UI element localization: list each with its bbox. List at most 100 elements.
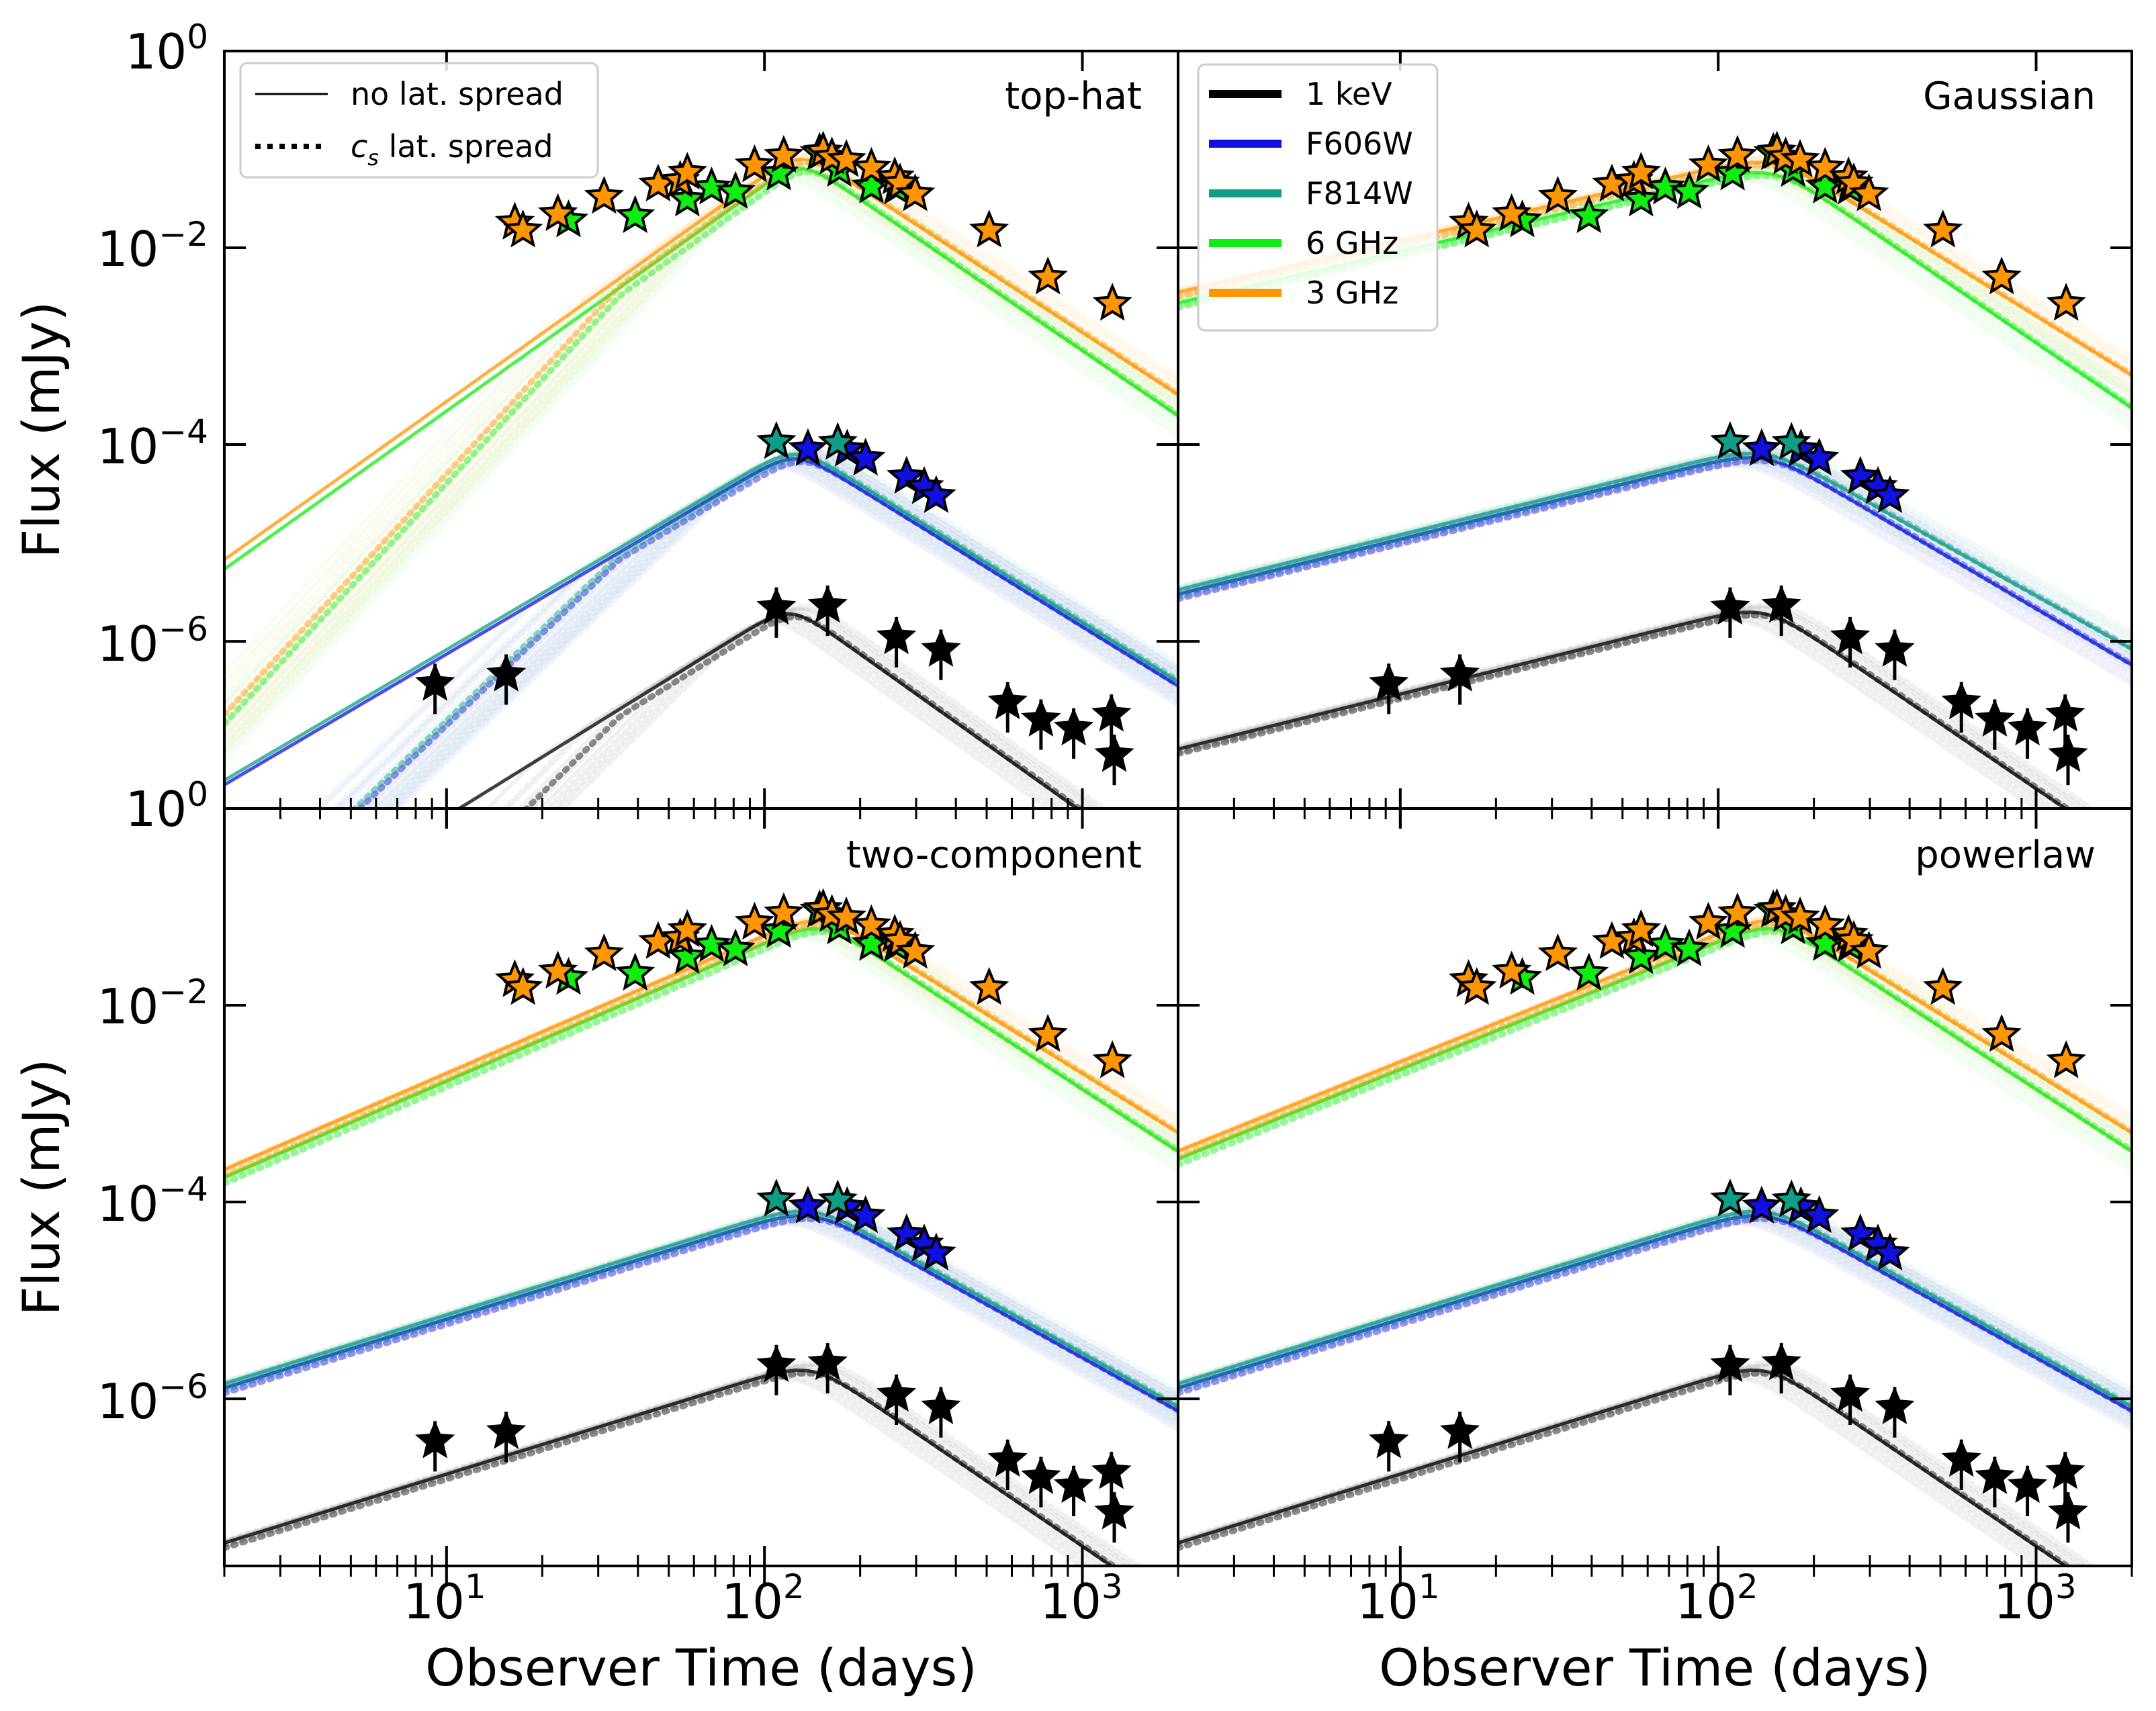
model-dotted-f814w bbox=[351, 454, 1178, 808]
data-star-3ghz bbox=[1621, 909, 1662, 947]
data-star-1kev bbox=[1094, 1491, 1134, 1530]
x-tick-label: 102 bbox=[1675, 1567, 1758, 1630]
model-sample-3ghz bbox=[224, 152, 1178, 746]
model-sample-1kev bbox=[553, 606, 1099, 808]
data-star-1kev bbox=[1053, 1465, 1094, 1504]
model-sample-6ghz bbox=[224, 171, 1178, 705]
data-star-3ghz bbox=[1923, 966, 1963, 1005]
model-line-1kev bbox=[224, 1369, 1115, 1566]
data-star-1kev bbox=[807, 584, 848, 623]
y-tick-label: 10−4 bbox=[97, 412, 208, 475]
legend-entry-cs-lat-spread: cs lat. spread bbox=[351, 128, 553, 171]
model-sample-f814w bbox=[1178, 446, 2132, 640]
data-star-6ghz bbox=[1645, 923, 1686, 962]
data-star-1kev bbox=[1941, 1438, 1981, 1477]
data-star-f814w bbox=[1771, 1179, 1811, 1217]
data-star-3ghz bbox=[537, 193, 578, 232]
model-dotted-1kev bbox=[522, 614, 1085, 808]
data-star-3ghz bbox=[1028, 256, 1068, 295]
model-dotted-3ghz bbox=[224, 159, 1178, 718]
model-line-6ghz bbox=[1178, 927, 2132, 1161]
data-star-3ghz bbox=[1621, 151, 1662, 190]
model-sample-1kev bbox=[224, 1360, 1144, 1566]
model-dotted-6ghz bbox=[224, 169, 1178, 727]
model-sample-f814w bbox=[1178, 1213, 2132, 1423]
model-sample-3ghz bbox=[224, 165, 1178, 676]
data-star-3ghz bbox=[1092, 1040, 1132, 1078]
y-axis-label-top: Flux (mJy) bbox=[11, 302, 71, 559]
model-sample-f606w bbox=[377, 452, 1178, 808]
panel-two-component bbox=[224, 888, 1178, 1566]
data-star-3ghz bbox=[1537, 175, 1578, 214]
data-star-1kev bbox=[1439, 653, 1480, 692]
data-star-3ghz bbox=[503, 966, 543, 1005]
model-line-f606w bbox=[1178, 456, 2132, 667]
model-dotted-f606w bbox=[355, 459, 1178, 808]
model-line-3ghz bbox=[224, 157, 1178, 561]
model-sample-f814w bbox=[224, 1217, 1178, 1427]
data-star-6ghz bbox=[1621, 935, 1662, 974]
model-dotted-f606w bbox=[224, 1215, 1178, 1414]
data-star-f814w bbox=[1710, 421, 1750, 459]
data-star-f814w bbox=[817, 422, 858, 460]
model-sample-1kev bbox=[557, 603, 1109, 808]
data-star-f814w bbox=[756, 1178, 797, 1217]
y-tick-label: 100 bbox=[126, 775, 208, 837]
data-star-1kev bbox=[1830, 616, 1871, 655]
model-line-1kev bbox=[1178, 1369, 2069, 1566]
data-star-1kev bbox=[486, 653, 527, 692]
data-star-1kev bbox=[1021, 698, 1061, 737]
model-line-f814w bbox=[224, 453, 1178, 782]
panel-title-gaussian: Gaussian bbox=[1923, 75, 2096, 118]
model-dotted-f814w bbox=[1178, 453, 2132, 652]
data-star-1kev bbox=[2045, 693, 2085, 732]
model-sample-1kev bbox=[1178, 602, 2098, 808]
data-star-f606w bbox=[788, 428, 828, 467]
data-star-6ghz bbox=[691, 923, 732, 962]
data-star-1kev bbox=[1439, 1411, 1480, 1449]
model-line-6ghz bbox=[224, 927, 1178, 1179]
data-star-1kev bbox=[2007, 1465, 2048, 1504]
data-star-1kev bbox=[921, 1386, 961, 1424]
model-dotted-f814w bbox=[1178, 1211, 2132, 1409]
model-sample-1kev bbox=[1178, 1368, 2067, 1566]
band-legend-box bbox=[1197, 63, 1439, 332]
model-sample-f814w bbox=[382, 447, 1178, 808]
y-tick-label: 10−2 bbox=[97, 972, 208, 1035]
data-star-1kev bbox=[1941, 681, 1981, 720]
data-star-1kev bbox=[415, 1420, 455, 1459]
data-star-1kev bbox=[1094, 734, 1134, 772]
y-tick-label: 10−2 bbox=[97, 215, 208, 277]
y-tick-labels-top: 100 10−2 10−4 10−6 bbox=[97, 17, 208, 672]
data-star-1kev bbox=[1875, 629, 1915, 667]
model-sample-1kev bbox=[500, 616, 1063, 808]
data-star-3ghz bbox=[584, 933, 625, 972]
data-star-3ghz bbox=[734, 901, 775, 940]
data-star-3ghz bbox=[826, 896, 866, 935]
x-tick-label: 103 bbox=[1040, 1567, 1122, 1630]
model-line-f814w bbox=[1178, 1209, 2132, 1408]
x-axis-label-left: Observer Time (days) bbox=[425, 1638, 977, 1698]
data-star-3ghz bbox=[537, 950, 578, 989]
legend-entry-no-lat-spread: no lat. spread bbox=[351, 76, 564, 112]
model-dotted-1kev bbox=[224, 1370, 1119, 1566]
data-star-f606w bbox=[916, 1232, 956, 1270]
data-star-1kev bbox=[2007, 707, 2048, 746]
data-star-3ghz bbox=[1981, 1013, 2022, 1052]
data-star-3ghz bbox=[1717, 892, 1758, 931]
data-star-3ghz bbox=[1780, 139, 1820, 177]
panel-title-top-hat: top-hat bbox=[1005, 75, 1142, 118]
data-star-3ghz bbox=[2046, 283, 2086, 321]
data-star-f814w bbox=[817, 1179, 858, 1217]
model-line-1kev bbox=[1178, 610, 2069, 808]
data-star-3ghz bbox=[1688, 144, 1729, 183]
x-tick-labels-right: 101 102 103 bbox=[1357, 1567, 2076, 1630]
x-tick-label: 101 bbox=[1357, 1567, 1439, 1630]
model-dotted-f606w bbox=[1178, 457, 2132, 667]
data-star-1kev bbox=[987, 681, 1028, 720]
data-star-6ghz bbox=[1568, 952, 1609, 991]
model-line-f606w bbox=[1178, 1214, 2132, 1413]
model-sample-f814w bbox=[1178, 1217, 2132, 1427]
data-star-1kev bbox=[987, 1438, 1028, 1477]
data-star-f606w bbox=[1799, 1195, 1840, 1234]
